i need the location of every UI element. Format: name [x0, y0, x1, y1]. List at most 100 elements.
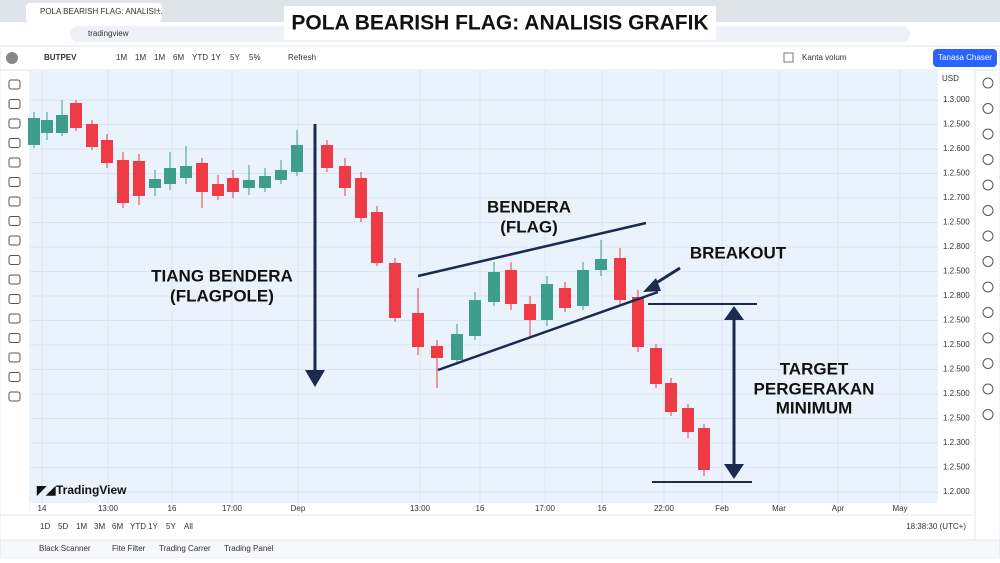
- checkbox[interactable]: [783, 52, 794, 63]
- time-label: 16: [476, 504, 485, 513]
- price-label: 1.2.500: [943, 218, 970, 227]
- interval[interactable]: 5%: [249, 53, 261, 62]
- range[interactable]: 5D: [58, 522, 68, 531]
- tool-icon[interactable]: [8, 372, 21, 382]
- tool-icon[interactable]: [8, 79, 21, 90]
- sidebar-icon[interactable]: [982, 179, 994, 191]
- price-label: 1.2.500: [943, 463, 970, 472]
- candle-body: [56, 115, 68, 133]
- tool-icon[interactable]: [8, 391, 21, 402]
- interval[interactable]: 1M: [154, 53, 165, 62]
- panel-tab[interactable]: Trading Panel: [224, 544, 274, 553]
- tool-icon[interactable]: [8, 352, 21, 363]
- compare[interactable]: Kanta volum: [802, 53, 847, 62]
- primary-button[interactable]: [933, 49, 997, 67]
- arrow-head: [305, 370, 325, 387]
- range[interactable]: All: [184, 522, 193, 531]
- tool-icon[interactable]: [8, 294, 21, 304]
- candle-body: [291, 145, 303, 172]
- banner: [284, 6, 716, 40]
- range[interactable]: 1M: [76, 522, 87, 531]
- sidebar-icon[interactable]: [982, 205, 994, 216]
- sidebar-icon[interactable]: [982, 128, 994, 140]
- candle-body: [212, 184, 224, 196]
- left-toolbar: [0, 69, 31, 516]
- sidebar-icon[interactable]: [982, 154, 994, 165]
- interval[interactable]: 1M: [135, 53, 146, 62]
- interval[interactable]: 1Y: [211, 53, 221, 62]
- sidebar-icon[interactable]: [982, 307, 994, 318]
- symbol[interactable]: BUTPEV: [44, 53, 77, 62]
- time-label: 16: [598, 504, 607, 513]
- tool-icon[interactable]: [8, 196, 21, 207]
- range[interactable]: 3M: [94, 522, 105, 531]
- sidebar-icon[interactable]: [982, 383, 994, 395]
- tab[interactable]: [26, 3, 162, 22]
- tool-icon[interactable]: [8, 99, 21, 109]
- range[interactable]: 5Y: [166, 522, 176, 531]
- candle-body: [371, 212, 383, 263]
- time-label: Mar: [772, 504, 786, 513]
- sidebar-icon[interactable]: [982, 103, 994, 114]
- sidebar-icon[interactable]: [982, 332, 994, 344]
- flagpole-label: (FLAGPOLE): [170, 286, 274, 305]
- toolbar: [0, 45, 1000, 71]
- flag-lower-line: [437, 290, 659, 372]
- time-label: Apr: [832, 504, 845, 513]
- panel-tab[interactable]: Trading Carrer: [159, 544, 211, 553]
- flagpole-label: TIANG BENDERA: [151, 266, 293, 285]
- candle-body: [632, 297, 644, 347]
- candle-body: [541, 284, 553, 320]
- tool-icon[interactable]: [8, 235, 21, 246]
- candle-body: [355, 178, 367, 218]
- tool-icon[interactable]: [8, 216, 21, 226]
- candle-body: [469, 300, 481, 336]
- range[interactable]: 6M: [112, 522, 123, 531]
- range[interactable]: 1D: [40, 522, 50, 531]
- new-tab[interactable]: +: [156, 6, 161, 15]
- candle-body: [577, 270, 589, 306]
- interval[interactable]: YTD: [192, 53, 208, 62]
- tool-icon[interactable]: [8, 177, 21, 187]
- candle-body: [133, 161, 145, 196]
- avatar[interactable]: [6, 52, 18, 64]
- tool-icon[interactable]: [8, 333, 21, 343]
- flag-label: BENDERA: [487, 197, 571, 216]
- price-label: 1.2.500: [943, 316, 970, 325]
- sidebar-icon[interactable]: [982, 409, 994, 420]
- panel-tab[interactable]: Black Scanner: [39, 544, 91, 553]
- tool-icon[interactable]: [8, 274, 21, 285]
- tool-icon[interactable]: [8, 255, 21, 265]
- candle-body: [41, 120, 53, 133]
- tool-icon[interactable]: [8, 118, 21, 129]
- candle-body: [243, 180, 255, 188]
- panel-tab[interactable]: Fite Filter: [112, 544, 146, 553]
- bottom-panel: [0, 539, 1000, 559]
- candle-body: [665, 383, 677, 412]
- candle-body: [431, 346, 443, 358]
- price-label: 1.2.000: [943, 487, 970, 496]
- tab-title: POLA BEARISH FLAG: ANALISI...: [40, 7, 163, 16]
- sidebar-icon[interactable]: [982, 77, 994, 89]
- range-bar: [0, 514, 976, 541]
- tool-icon[interactable]: [8, 157, 21, 168]
- sidebar-icon[interactable]: [982, 256, 994, 267]
- interval[interactable]: 5Y: [230, 53, 240, 62]
- flag-upper-line: [417, 221, 647, 278]
- interval[interactable]: 6M: [173, 53, 184, 62]
- sidebar-icon[interactable]: [982, 230, 994, 242]
- range[interactable]: 1Y: [148, 522, 158, 531]
- right-sidebar: [974, 69, 1000, 541]
- sidebar-icon[interactable]: [982, 358, 994, 369]
- sidebar-icon[interactable]: [982, 281, 994, 293]
- tool-icon[interactable]: [8, 138, 21, 148]
- range[interactable]: YTD: [130, 522, 146, 531]
- price-label: 1.2.500: [943, 120, 970, 129]
- interval[interactable]: 1M: [116, 53, 127, 62]
- price-label: 1.2.800: [943, 242, 970, 251]
- time-label: 14: [38, 504, 47, 513]
- chart-area: [30, 70, 938, 503]
- tool-icon[interactable]: [8, 313, 21, 324]
- refresh[interactable]: Refresh: [288, 53, 316, 62]
